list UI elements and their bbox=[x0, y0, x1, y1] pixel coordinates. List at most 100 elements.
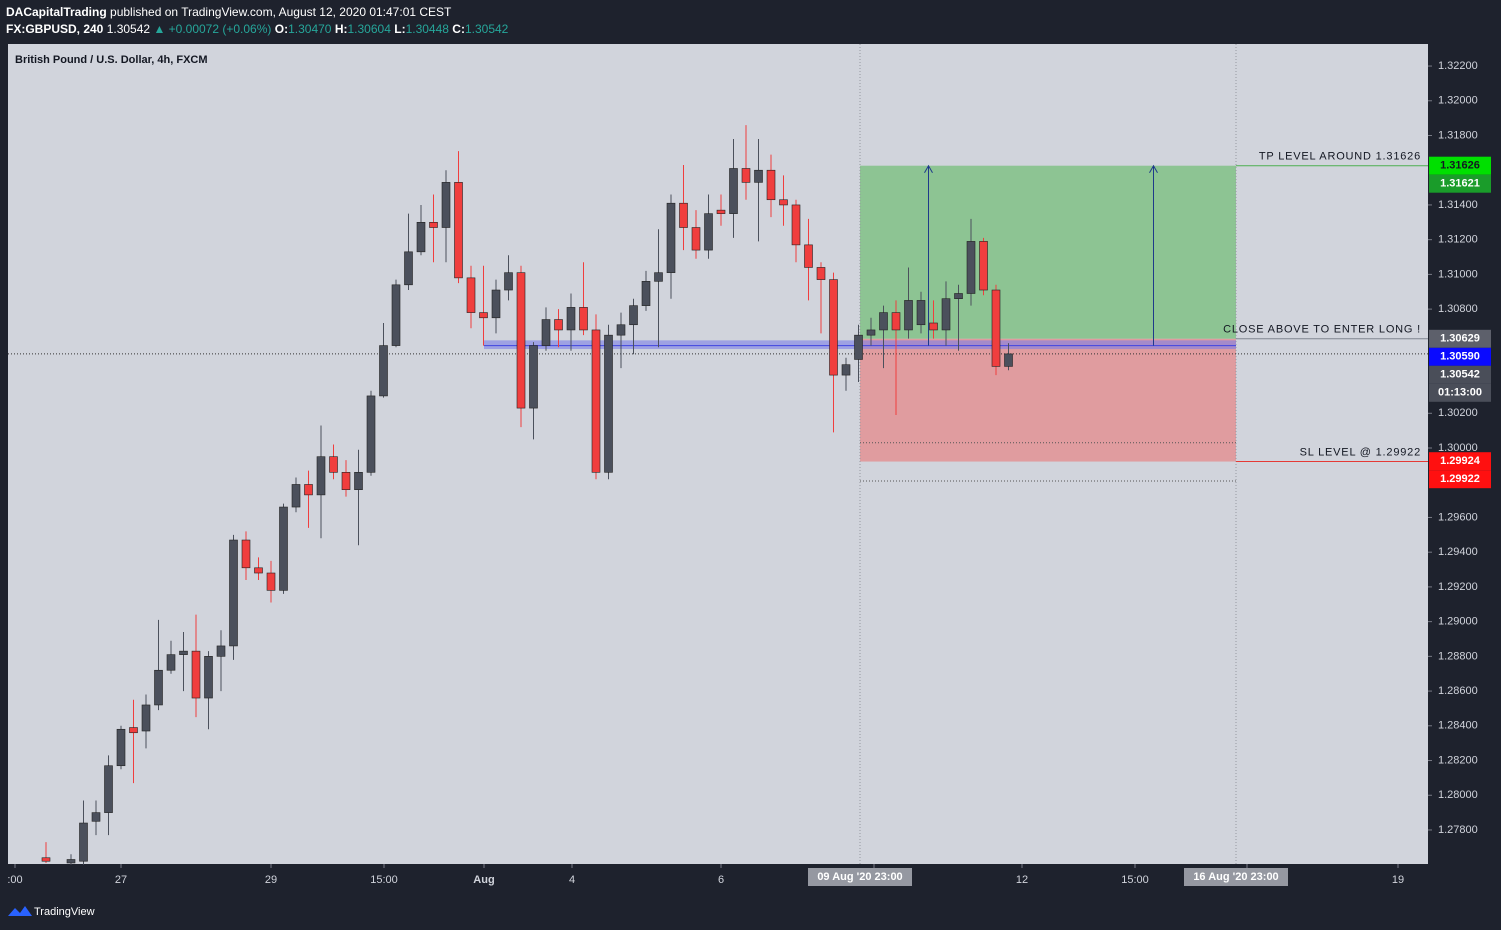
price-label-bg bbox=[1429, 347, 1491, 366]
published: published on TradingView.com, August 12,… bbox=[110, 5, 452, 19]
candle-body bbox=[166, 654, 176, 671]
candle-body bbox=[816, 267, 826, 280]
y-tick-label: 1.29000 bbox=[1438, 616, 1478, 628]
y-tick-label: 1.28600 bbox=[1438, 685, 1478, 697]
candle-body bbox=[829, 279, 838, 376]
candle-body bbox=[366, 395, 376, 473]
price-label-bg bbox=[1429, 470, 1491, 489]
h: 1.30604 bbox=[347, 22, 391, 36]
y-tick-label: 1.30800 bbox=[1438, 303, 1478, 315]
x-tick-label: 27 bbox=[115, 874, 127, 886]
price-label-bg bbox=[1429, 452, 1491, 471]
candle-body bbox=[304, 484, 313, 496]
candle-body bbox=[741, 168, 751, 183]
candle-body bbox=[454, 182, 463, 279]
y-tick-label: 1.28800 bbox=[1438, 650, 1478, 662]
candle-body bbox=[466, 277, 476, 313]
x-tick-label: 6 bbox=[718, 874, 724, 886]
candle-body bbox=[279, 506, 288, 591]
y-tick-label: 1.30200 bbox=[1438, 407, 1478, 419]
footer-brand: TradingView bbox=[34, 906, 95, 918]
price-label: 1.30590 bbox=[1440, 351, 1480, 363]
candle-body bbox=[729, 168, 738, 214]
logo bbox=[8, 906, 32, 916]
last: 1.30542 bbox=[106, 22, 151, 36]
candle-body bbox=[316, 456, 326, 496]
candle-body bbox=[929, 322, 938, 331]
chart-title: British Pound / U.S. Dollar, 4h, FXCM bbox=[15, 54, 208, 66]
x-tick-label: 4 bbox=[569, 874, 575, 886]
annotation: SL LEVEL @ 1.29922 bbox=[1300, 446, 1421, 458]
x-tick-label: 15:00 bbox=[370, 874, 398, 886]
y-tick-label: 1.28400 bbox=[1438, 720, 1478, 732]
candle-body bbox=[591, 329, 601, 473]
y-tick-label: 1.28200 bbox=[1438, 754, 1478, 766]
candle-body bbox=[991, 289, 1001, 367]
candle-body bbox=[904, 300, 913, 331]
candle-body bbox=[504, 272, 513, 291]
candle-body bbox=[41, 857, 51, 862]
arrow-head bbox=[924, 164, 933, 173]
symbol: FX:GBPUSD, 240 bbox=[6, 22, 104, 36]
y-tick-label: 1.27800 bbox=[1438, 824, 1478, 836]
candle-body bbox=[229, 539, 238, 647]
candle-body bbox=[666, 202, 676, 273]
candle-body bbox=[679, 202, 688, 228]
candle-body bbox=[379, 345, 388, 397]
x-tick-label: Aug bbox=[473, 874, 494, 886]
annotation: TP LEVEL AROUND 1.31626 bbox=[1259, 151, 1421, 163]
price-label: 1.30542 bbox=[1440, 369, 1480, 381]
range-label: 16 Aug '20 23:00 bbox=[1193, 871, 1278, 883]
candle-body bbox=[1004, 353, 1013, 367]
candle-body bbox=[241, 539, 251, 569]
candle-body bbox=[429, 222, 438, 228]
candle-body bbox=[191, 650, 201, 699]
candle-body bbox=[804, 244, 813, 268]
candle-body bbox=[491, 289, 501, 319]
candle-body bbox=[341, 472, 351, 490]
candle-body bbox=[941, 298, 951, 331]
range-label-bg bbox=[808, 868, 912, 886]
range-label: 09 Aug '20 23:00 bbox=[817, 871, 902, 883]
x-tick-label: 19 bbox=[1392, 874, 1404, 886]
l: 1.30448 bbox=[405, 22, 449, 36]
candle-body bbox=[979, 241, 988, 291]
candle-body bbox=[629, 305, 638, 326]
price-label-bg bbox=[1429, 365, 1491, 384]
candle-body bbox=[916, 300, 926, 326]
candle-body bbox=[854, 334, 863, 360]
candle-body bbox=[529, 345, 538, 409]
candle-body bbox=[754, 169, 763, 183]
stop-zone bbox=[860, 338, 1236, 462]
y-tick-label: 1.30000 bbox=[1438, 442, 1478, 454]
price-label: 1.31621 bbox=[1440, 178, 1480, 190]
candle-body bbox=[104, 765, 113, 813]
y-tick-label: 1.28000 bbox=[1438, 789, 1478, 801]
publisher: DACapitalTrading bbox=[6, 5, 107, 19]
c: 1.30542 bbox=[464, 22, 509, 36]
y-tick-label: 1.32000 bbox=[1438, 95, 1478, 107]
candle-body bbox=[791, 204, 801, 246]
y-tick-label: 1.32200 bbox=[1438, 60, 1478, 72]
candle-body bbox=[391, 284, 401, 346]
y-tick-label: 1.29600 bbox=[1438, 511, 1478, 523]
candle-body bbox=[354, 472, 363, 490]
x-tick-label: 15:00 bbox=[1121, 874, 1149, 886]
header: DACapitalTrading published on TradingVie… bbox=[6, 4, 508, 38]
price-label: 1.30629 bbox=[1440, 333, 1480, 345]
candle-body bbox=[641, 281, 651, 306]
candle-body bbox=[779, 199, 788, 206]
h-label: H: bbox=[334, 22, 348, 36]
change: ▲ +0.00072 (+0.06%) bbox=[153, 22, 272, 36]
candle-body bbox=[716, 209, 726, 214]
candle-body bbox=[954, 293, 963, 299]
candle-body bbox=[416, 222, 426, 253]
candle-body bbox=[91, 812, 101, 822]
o-label: O: bbox=[274, 22, 289, 36]
candle-body bbox=[266, 572, 276, 591]
y-tick-label: 1.31000 bbox=[1438, 268, 1478, 280]
price-label-bg bbox=[1429, 174, 1491, 193]
price-label: 1.31626 bbox=[1440, 160, 1480, 172]
candle-body bbox=[216, 645, 226, 657]
